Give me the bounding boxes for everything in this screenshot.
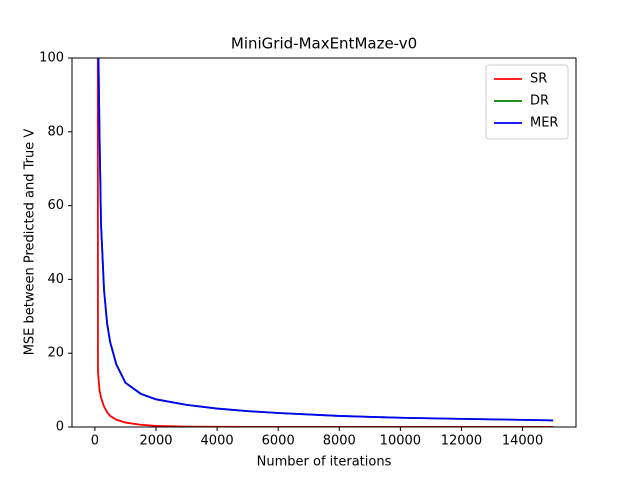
x-tick-label: 14000	[502, 434, 543, 449]
y-tick-label: 0	[56, 420, 64, 435]
x-tick-label: 4000	[201, 434, 234, 449]
x-tick-label: 6000	[262, 434, 295, 449]
series-line	[97, 58, 554, 422]
x-axis-label: Number of iterations	[257, 455, 392, 470]
y-tick-label: 80	[47, 124, 64, 139]
x-tick-label: 2000	[139, 434, 172, 449]
x-tick-label: 10000	[380, 434, 421, 449]
x-tick-label: 8000	[323, 434, 356, 449]
legend-label: SR	[530, 72, 547, 87]
y-tick-label: 60	[47, 198, 64, 213]
legend-label: DR	[530, 94, 549, 109]
y-tick-label: 40	[47, 272, 64, 287]
legend-label: MER	[530, 116, 558, 131]
legend-box	[485, 64, 569, 140]
y-axis-label: MSE between Predicted and True V	[23, 129, 38, 356]
y-tick-label: 20	[47, 346, 64, 361]
plot-frame	[71, 57, 577, 428]
x-tick-label: 12000	[441, 434, 482, 449]
y-tick-label: 100	[39, 51, 64, 66]
chart-title: MiniGrid-MaxEntMaze-v0	[231, 35, 417, 53]
x-tick-label: 0	[91, 434, 99, 449]
